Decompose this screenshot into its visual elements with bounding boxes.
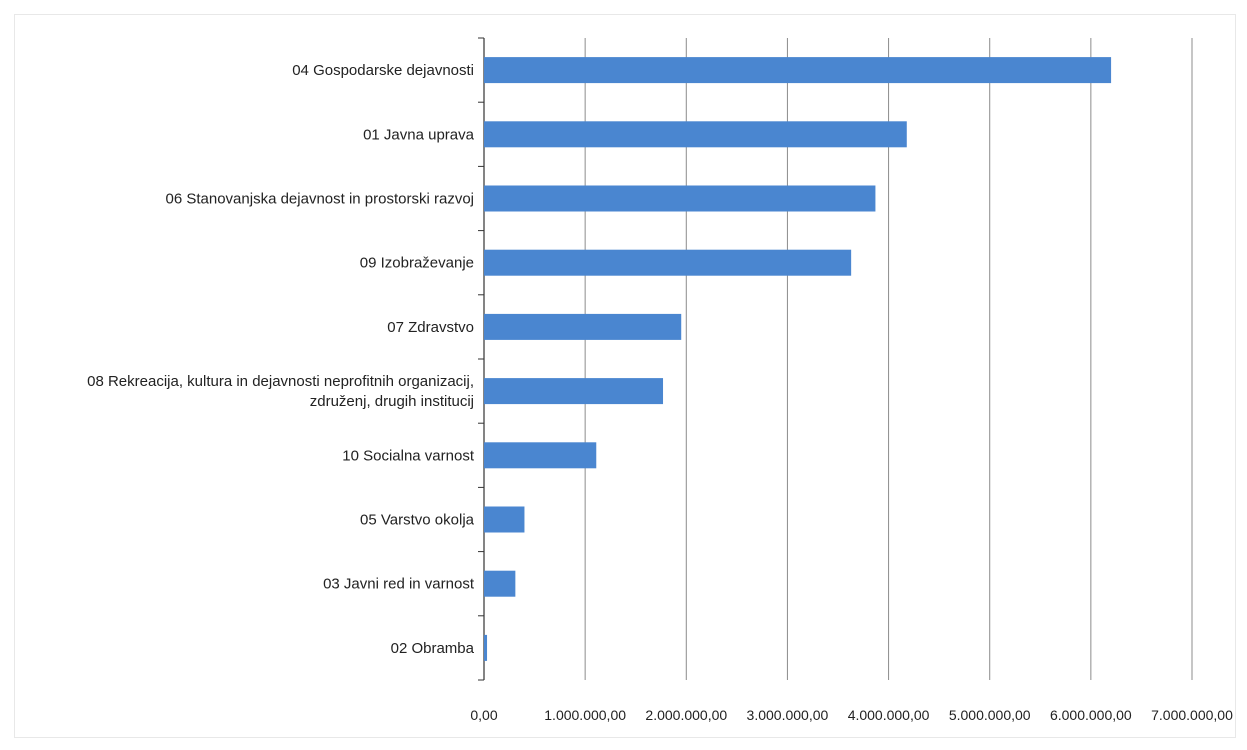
category-label-6: 10 Socialna varnost <box>342 447 475 464</box>
bar-9 <box>484 634 488 661</box>
bar-4 <box>484 313 682 340</box>
bar-2 <box>484 185 876 212</box>
bar-6 <box>484 442 597 469</box>
x-tick-label-6: 6.000.000,00 <box>1050 707 1132 723</box>
x-tick-label-1: 1.000.000,00 <box>544 707 626 723</box>
category-label-0: 04 Gospodarske dejavnosti <box>292 62 474 79</box>
category-label-9: 02 Obramba <box>391 640 475 657</box>
x-tick-label-7: 7.000.000,00 <box>1151 707 1233 723</box>
bar-5 <box>484 378 664 405</box>
bar-3 <box>484 249 852 276</box>
category-label-4: 07 Zdravstvo <box>387 319 474 336</box>
bar-8 <box>484 570 516 597</box>
x-tick-label-5: 5.000.000,00 <box>949 707 1031 723</box>
category-label-3: 09 Izobraževanje <box>360 255 474 272</box>
category-label-7: 05 Varstvo okolja <box>360 512 475 529</box>
x-tick-label-3: 3.000.000,00 <box>747 707 829 723</box>
category-label-1: 01 Javna uprava <box>363 126 475 143</box>
category-label-8: 03 Javni red in varnost <box>323 576 475 593</box>
category-label-2: 06 Stanovanjska dejavnost in prostorski … <box>166 191 475 208</box>
x-tick-label-0: 0,00 <box>470 707 497 723</box>
x-tick-label-2: 2.000.000,00 <box>645 707 727 723</box>
category-label-5: 08 Rekreacija, kultura in dejavnosti nep… <box>87 373 474 410</box>
x-tick-label-4: 4.000.000,00 <box>848 707 930 723</box>
bar-1 <box>484 121 907 148</box>
bar-7 <box>484 506 525 533</box>
bar-0 <box>484 57 1112 84</box>
